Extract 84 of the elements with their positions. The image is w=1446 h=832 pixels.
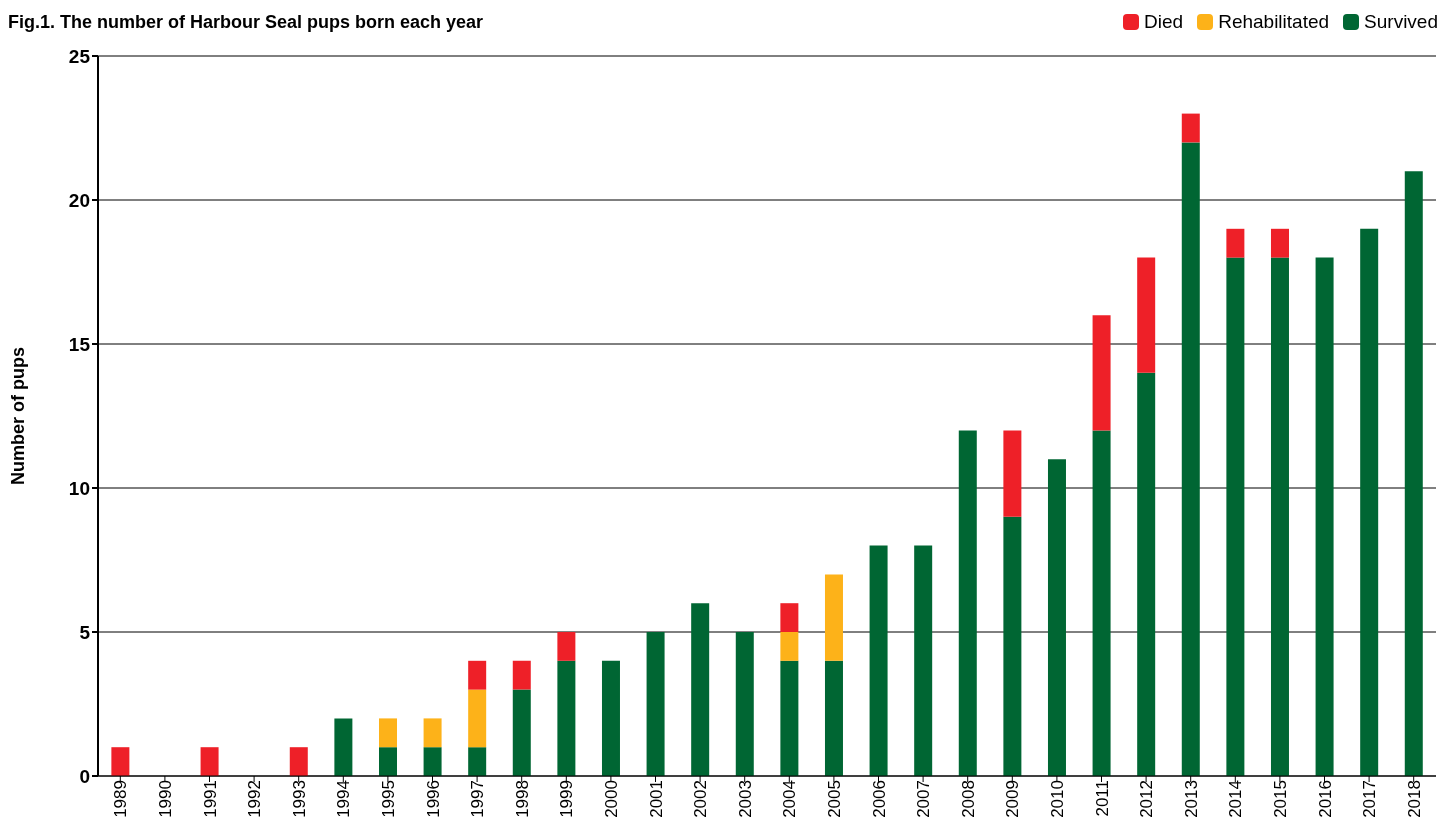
bar <box>378 747 397 776</box>
bar <box>735 632 754 776</box>
x-tick-label: 1993 <box>289 780 309 818</box>
bar <box>1092 430 1111 776</box>
x-tick-label: 2018 <box>1404 780 1424 818</box>
bar <box>512 660 531 690</box>
x-tick-label: 1994 <box>334 780 354 818</box>
x-tick-label: 2016 <box>1315 780 1335 818</box>
legend-label: Died <box>1143 11 1184 33</box>
bar <box>1226 228 1245 258</box>
bar <box>1181 113 1200 143</box>
x-tick-label: 2007 <box>914 780 934 818</box>
bar <box>1181 142 1200 776</box>
x-tick-label: 1989 <box>111 780 131 818</box>
bar <box>1270 228 1289 258</box>
bar <box>468 689 487 748</box>
x-tick-label: 2010 <box>1047 780 1067 818</box>
legend-label: Rehabilitated <box>1217 11 1330 33</box>
bar <box>468 660 487 690</box>
bar <box>958 430 977 776</box>
bar <box>869 545 888 776</box>
bar <box>111 747 130 776</box>
y-tick-label: 20 <box>68 189 90 211</box>
x-tick-label: 1997 <box>468 780 488 818</box>
x-tick-label: 2000 <box>601 780 621 818</box>
bar <box>1003 516 1022 776</box>
x-tick-label: 2008 <box>958 780 978 818</box>
bar <box>1003 430 1022 517</box>
bar <box>557 660 576 776</box>
bar <box>824 660 843 776</box>
bar <box>289 747 308 776</box>
bar <box>691 603 710 776</box>
bar <box>557 632 576 661</box>
bar <box>1137 372 1156 776</box>
x-tick-label: 2013 <box>1181 780 1201 818</box>
x-tick-label: 2009 <box>1003 780 1023 818</box>
bar <box>780 603 799 632</box>
bar <box>378 718 397 748</box>
x-tick-label: 2011 <box>1092 780 1112 817</box>
bar <box>601 660 620 776</box>
bar <box>423 718 442 748</box>
bar <box>824 574 843 661</box>
chart-title: Fig.1. The number of Harbour Seal pups born each year <box>8 11 484 33</box>
bar <box>423 747 442 776</box>
bar <box>1047 459 1066 776</box>
y-tick-label: 0 <box>79 765 90 787</box>
bar <box>646 632 665 776</box>
x-tick-label: 1991 <box>200 780 220 818</box>
bar <box>1360 228 1379 776</box>
bar <box>1226 257 1245 776</box>
y-tick-label: 15 <box>68 333 91 355</box>
x-tick-label: 1999 <box>557 780 577 818</box>
x-tick-label: 2001 <box>646 780 666 818</box>
x-tick-label: 2003 <box>735 780 755 818</box>
x-tick-label: 1995 <box>378 780 398 818</box>
x-tick-label: 1996 <box>423 780 443 818</box>
bar <box>1092 315 1111 431</box>
bar <box>512 689 531 776</box>
bar <box>780 660 799 776</box>
y-tick-label: 5 <box>79 621 91 643</box>
bar <box>1137 257 1156 373</box>
x-tick-label: 2002 <box>691 780 711 818</box>
bar <box>334 718 353 776</box>
x-tick-label: 1992 <box>245 780 265 818</box>
y-tick-label: 10 <box>68 477 90 499</box>
x-tick-label: 2006 <box>869 780 889 818</box>
x-tick-label: 2005 <box>824 780 844 818</box>
legend-label: Survived <box>1363 11 1438 33</box>
y-tick-label: 25 <box>68 45 91 67</box>
bar <box>780 632 799 661</box>
bar <box>468 747 487 776</box>
x-tick-label: 2017 <box>1360 780 1380 818</box>
bar <box>914 545 933 776</box>
bar <box>1270 257 1289 776</box>
x-tick-label: 2015 <box>1270 780 1290 818</box>
x-tick-label: 1990 <box>155 780 175 818</box>
bar <box>1315 257 1334 776</box>
bar <box>200 747 219 776</box>
bar <box>1404 171 1423 776</box>
y-axis-title: Number of pups <box>8 347 29 485</box>
x-tick-label: 2014 <box>1226 780 1246 818</box>
x-tick-label: 1998 <box>512 780 532 818</box>
x-tick-label: 2012 <box>1137 780 1157 818</box>
x-tick-label: 2004 <box>780 780 800 818</box>
